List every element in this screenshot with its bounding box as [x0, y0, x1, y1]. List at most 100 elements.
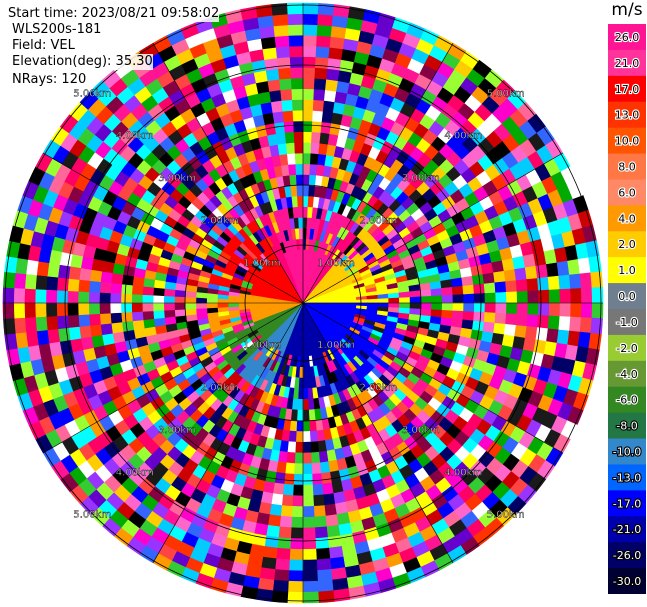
velocity-bin	[206, 297, 218, 304]
velocity-bin	[141, 294, 154, 304]
velocity-bin	[24, 273, 37, 290]
velocity-bin	[216, 302, 229, 308]
velocity-bin	[503, 269, 517, 283]
velocity-bin	[289, 45, 304, 58]
velocity-bin	[269, 503, 283, 517]
velocity-bin	[314, 526, 328, 539]
velocity-bin	[297, 206, 304, 218]
velocity-bin	[461, 275, 474, 287]
velocity-bin	[13, 302, 26, 319]
velocity-bin	[483, 282, 496, 294]
velocity-bin	[280, 505, 293, 518]
velocity-bin	[311, 462, 322, 475]
range-ring-label: 5.00km	[487, 88, 525, 99]
velocity-bin	[558, 274, 571, 290]
velocity-bin	[409, 296, 422, 304]
velocity-bin	[316, 558, 332, 571]
velocity-bin	[267, 514, 281, 528]
velocity-bin	[262, 46, 278, 60]
velocity-bin	[452, 302, 465, 312]
velocity-bin	[68, 326, 82, 341]
velocity-bin	[174, 308, 187, 317]
velocity-bin	[152, 302, 165, 312]
velocity-bin	[286, 441, 297, 454]
velocity-bin	[514, 267, 528, 281]
velocity-bin	[321, 482, 334, 496]
velocity-bin	[302, 527, 316, 540]
start-time-label: Start time: 2023/08/21 09:58:02	[8, 6, 220, 22]
velocity-bin	[462, 311, 475, 322]
velocity-bin	[285, 451, 296, 464]
velocity-bin	[310, 142, 321, 155]
velocity-bin	[77, 313, 91, 327]
velocity-bin	[524, 326, 538, 341]
velocity-bin	[311, 120, 323, 133]
velocity-bin	[269, 89, 283, 103]
velocity-bin	[527, 290, 540, 304]
velocity-bin	[398, 302, 411, 309]
velocity-bin	[326, 524, 341, 538]
velocity-bin	[326, 68, 341, 82]
velocity-bin	[569, 273, 582, 290]
velocity-bin	[300, 259, 304, 272]
colorbar-tick-label: 1.0	[618, 264, 636, 277]
velocity-bin	[284, 131, 295, 144]
velocity-bin	[45, 289, 58, 304]
velocity-bin	[302, 366, 308, 379]
velocity-bin	[67, 278, 80, 292]
velocity-bin	[174, 302, 186, 311]
velocity-bin	[142, 318, 156, 329]
velocity-bin	[473, 311, 486, 323]
velocity-bin	[570, 302, 582, 318]
velocity-bin	[288, 34, 304, 47]
velocity-bin	[315, 547, 331, 561]
velocity-bin	[260, 556, 277, 570]
velocity-bin	[270, 100, 284, 113]
velocity-bin	[462, 284, 475, 295]
velocity-bin	[409, 302, 422, 310]
range-ring-label: 5.00km	[73, 510, 111, 521]
velocity-bin	[100, 322, 113, 336]
colorbar-tick-label: -8.0	[616, 420, 637, 433]
velocity-bin	[292, 109, 304, 122]
velocity-bin	[515, 313, 529, 327]
velocity-bin	[302, 516, 316, 529]
velocity-bin	[546, 262, 560, 278]
velocity-bin	[308, 409, 316, 422]
velocity-bin	[77, 302, 90, 316]
velocity-bin	[57, 264, 71, 279]
velocity-bin	[328, 46, 344, 60]
velocity-bin	[294, 452, 304, 465]
velocity-bin	[505, 280, 518, 293]
velocity-bin	[313, 515, 327, 529]
velocity-bin	[267, 78, 281, 92]
colorbar-tick-label: -26.0	[613, 549, 641, 562]
velocity-bin	[67, 314, 80, 328]
velocity-bin	[299, 249, 304, 261]
velocity-bin	[312, 483, 324, 496]
velocity-bin	[249, 302, 261, 307]
velocity-bin	[272, 13, 289, 27]
velocity-bin	[152, 286, 165, 297]
velocity-bin	[302, 505, 315, 518]
velocity-bin	[270, 493, 284, 506]
velocity-bin	[515, 279, 529, 293]
velocity-bin	[330, 567, 347, 581]
velocity-bin	[110, 321, 124, 334]
velocity-bin	[556, 329, 570, 346]
velocity-bin	[45, 302, 58, 317]
velocity-bin	[66, 290, 79, 304]
velocity-bin	[302, 152, 312, 165]
velocity-bin	[275, 132, 287, 145]
velocity-bin	[284, 462, 295, 475]
velocity-bin	[302, 109, 314, 122]
velocity-bin	[312, 110, 324, 123]
velocity-bin	[495, 291, 507, 304]
velocity-bin	[195, 297, 208, 304]
velocity-bin	[514, 325, 528, 339]
velocity-bin	[280, 88, 293, 101]
velocity-bin	[299, 238, 304, 250]
velocity-bin	[88, 291, 101, 304]
velocity-bin	[431, 302, 443, 311]
velocity-bin	[78, 325, 92, 339]
